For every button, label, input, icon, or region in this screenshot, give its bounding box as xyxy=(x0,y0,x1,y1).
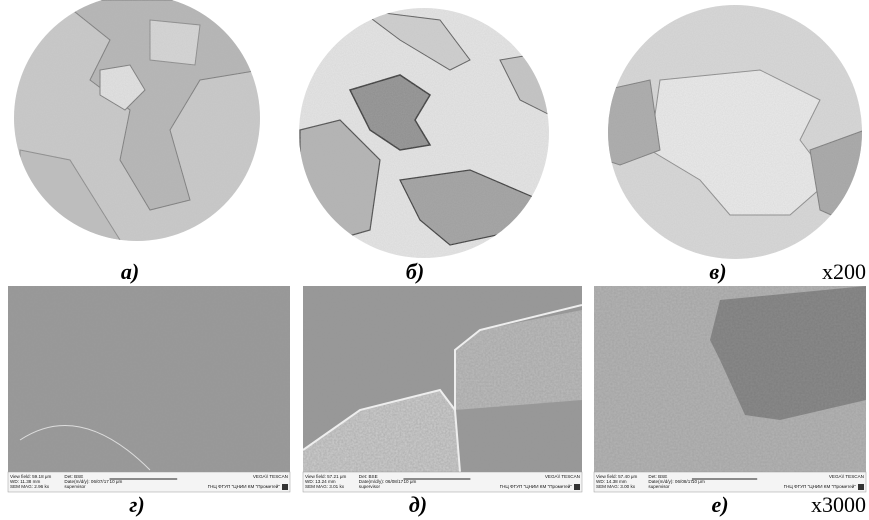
info-text: 10 μm xyxy=(403,479,416,484)
magnification: x3000 xyxy=(811,492,866,517)
panel-label: е) xyxy=(711,492,728,517)
info-text: ГНЦ ФГУП "ЦНИИ КМ "Прометей" xyxy=(208,483,281,489)
info-text: 10 μm xyxy=(692,479,705,484)
info-text: ГНЦ ФГУП "ЦНИИ КМ "Прометей" xyxy=(784,483,857,489)
micrograph-c xyxy=(605,0,865,260)
panel-label: б) xyxy=(406,259,424,284)
micrograph-e xyxy=(594,286,866,472)
micrograph-d xyxy=(303,286,582,472)
figure: а) б) в) x200 View field: 59.18 μmWD: 11… xyxy=(0,0,869,520)
info-text: VEGA\\ TESCAN xyxy=(253,474,288,479)
micrograph-b xyxy=(295,5,560,265)
panel-label: д) xyxy=(409,492,427,517)
logo xyxy=(858,484,864,490)
micrograph-a xyxy=(10,0,270,250)
info-text: ГНЦ ФГУП "ЦНИИ КМ "Прометей" xyxy=(500,483,573,489)
logo xyxy=(574,484,580,490)
info-text: VEGA\\ TESCAN xyxy=(829,474,864,479)
info-text: supervisor xyxy=(359,484,381,489)
info-text: 10 μm xyxy=(110,479,123,484)
logo xyxy=(282,484,288,490)
info-text: VEGA\\ TESCAN xyxy=(545,474,580,479)
info-text: supervisor xyxy=(648,484,670,489)
panel-label: г) xyxy=(129,492,144,517)
info-text: SEM MAG: 2.96 kx xyxy=(10,484,50,489)
panel-label: в) xyxy=(709,259,726,284)
info-text: SEM MAG: 3.00 kx xyxy=(596,484,636,489)
info-text: supervisor xyxy=(64,484,86,489)
panel-label: а) xyxy=(121,259,139,284)
micrograph-g xyxy=(8,286,290,472)
info-text: SEM MAG: 3.01 kx xyxy=(305,484,345,489)
magnification: x200 xyxy=(822,259,866,284)
